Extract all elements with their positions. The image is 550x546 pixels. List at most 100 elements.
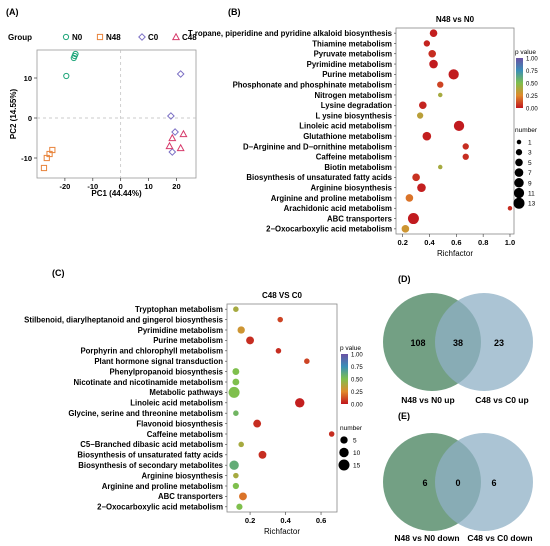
number-legend-dot: [514, 168, 524, 177]
venn-down: 6 0 6 N48 vs N0 down C48 vs C0 down: [383, 433, 533, 543]
pathway-label: Nicotinate and nicotinamide metabolism: [74, 378, 224, 387]
pca-point: [63, 72, 70, 80]
pvalue-tick-label: 1.00: [351, 353, 363, 359]
number-legend-label: 13: [528, 201, 536, 208]
pathway-label: Phenylpropanoid biosynthesis: [109, 367, 223, 376]
enrichment-bubble: [328, 431, 335, 437]
pathway-label: Metabolic pathways: [149, 388, 223, 397]
pathway-label: Biosynthesis of unsaturated fatty acids: [77, 451, 223, 460]
enrichment-bubble: [304, 358, 310, 364]
pvalue-legend-title: p value: [340, 345, 361, 352]
enrichment-bubble: [437, 81, 444, 88]
pvalue-tick-label: 0.50: [526, 82, 538, 88]
pca-legend-marker: [96, 33, 104, 41]
pca-x-tick-label: -20: [59, 182, 70, 191]
pvalue-colorbar: [516, 58, 523, 108]
pathway-label: Linoleic acid metabolism: [299, 122, 392, 131]
pathway-label: Caffeine metabolism: [147, 430, 223, 439]
x-tick-label: 0.2: [245, 516, 255, 525]
panel-label-a: (A): [6, 7, 19, 17]
pathway-label: ABC transporters: [158, 492, 224, 501]
enrichment-bubble: [277, 316, 283, 323]
pvalue-tick-label: 0.25: [351, 390, 363, 396]
venn-up-right-label: C48 vs C0 up: [475, 395, 528, 405]
pca-legend-label: C0: [148, 33, 159, 42]
pca-point: [49, 146, 56, 154]
number-legend-dot: [515, 149, 523, 156]
pathway-label: Caffeine metabolism: [316, 153, 392, 162]
panel-label-e: (E): [398, 411, 410, 421]
enrichment-bubble: [462, 143, 469, 150]
pathway-label: Plant hormone signal transduction: [94, 357, 223, 366]
number-legend-dot: [338, 459, 350, 471]
x-tick-label: 0.2: [397, 238, 407, 247]
pca-x-tick-label: 20: [172, 182, 180, 191]
number-legend-label: 11: [528, 191, 535, 198]
pca-legend-marker: [62, 33, 70, 41]
pathway-label: Porphyrin and chlorophyll metabolism: [80, 347, 223, 356]
pathway-label: Pyrimidine metabolism: [138, 326, 223, 335]
panel-label-c: (C): [52, 268, 65, 278]
pathway-label: Flavonoid biosynthesis: [136, 419, 223, 428]
plot-frame: [395, 27, 515, 235]
venn-down-right-label: C48 vs C0 down: [467, 533, 532, 543]
number-legend-label: 3: [528, 150, 532, 157]
pathway-label: Glutathione metabolism: [303, 132, 392, 141]
enrichment-bubble: [232, 368, 240, 376]
pca-x-tick-label: 0: [119, 182, 123, 191]
enrichment-bubble: [237, 326, 245, 334]
pathway-label: Arachidonic acid metabolism: [284, 204, 392, 213]
plot-frame: [226, 303, 338, 513]
panel-title: C48 VS C0: [262, 291, 303, 300]
pca-legend-marker: [171, 32, 181, 41]
enrichment-bubble: [246, 336, 254, 345]
number-legend-label: 5: [528, 160, 532, 167]
pca-x-axis-label: PC1 (44.44%): [91, 189, 142, 198]
number-legend-label: 15: [353, 463, 361, 470]
enrichment-bubble: [295, 398, 305, 408]
pathway-label: Arginine biosynthesis: [311, 183, 393, 192]
pathway-label: Glycine, serine and threonine metabolism: [68, 409, 223, 418]
venn-down-left-count: 6: [422, 478, 427, 488]
panel-label-b: (B): [228, 7, 241, 17]
enrichment-bubble: [233, 410, 239, 416]
pathway-label: Phosphonate and phosphinate metabolism: [233, 80, 392, 89]
pca-point: [176, 70, 185, 78]
enrichment-bubble: [238, 441, 244, 448]
pathway-label: Arginine and proline metabolism: [102, 482, 223, 491]
enrichment-bubble: [429, 59, 438, 69]
enrichment-bubble: [462, 153, 469, 160]
pathway-label: Thiamine metabolism: [312, 39, 392, 48]
enrichment-bubble: [253, 419, 262, 428]
pca-x-tick-label: 10: [144, 182, 152, 191]
enrichment-bubble: [507, 206, 513, 211]
x-tick-label: 1.0: [505, 238, 515, 247]
venn-up-left-label: N48 vs N0 up: [401, 395, 454, 405]
enrichment-bubble: [417, 183, 426, 192]
pca-legend-marker: [138, 33, 146, 41]
panel-label-d: (D): [398, 274, 411, 284]
pvalue-tick-label: 0.75: [351, 365, 363, 371]
pathway-label: Tryptophan metabolism: [135, 305, 223, 314]
enrichment-bubble: [229, 460, 239, 470]
x-tick-label: 0.6: [316, 516, 326, 525]
pathway-label: Pyrimidine metabolism: [307, 60, 392, 69]
pathway-label: Purine metabolism: [153, 336, 223, 345]
pca-y-tick-label: -10: [21, 154, 32, 163]
number-legend-dot: [513, 197, 525, 209]
enrichment-bubble: [419, 101, 427, 110]
venn-up-left-count: 108: [410, 338, 425, 348]
pvalue-tick-label: 0.00: [526, 107, 538, 113]
pathway-label: Pyruvate metabolism: [314, 50, 393, 59]
pvalue-legend-title: p value: [515, 49, 536, 56]
enrichment-bubble: [239, 492, 247, 501]
number-legend-dot: [340, 436, 348, 444]
pvalue-tick-label: 0.25: [526, 94, 538, 100]
pvalue-tick-label: 0.50: [351, 378, 363, 384]
x-axis-label: Richfactor: [264, 527, 300, 536]
pathway-label: ABC transporters: [327, 214, 393, 223]
enrichment-bubble: [448, 69, 459, 80]
pca-point: [166, 112, 175, 120]
pca-legend-label: C48: [182, 33, 197, 42]
